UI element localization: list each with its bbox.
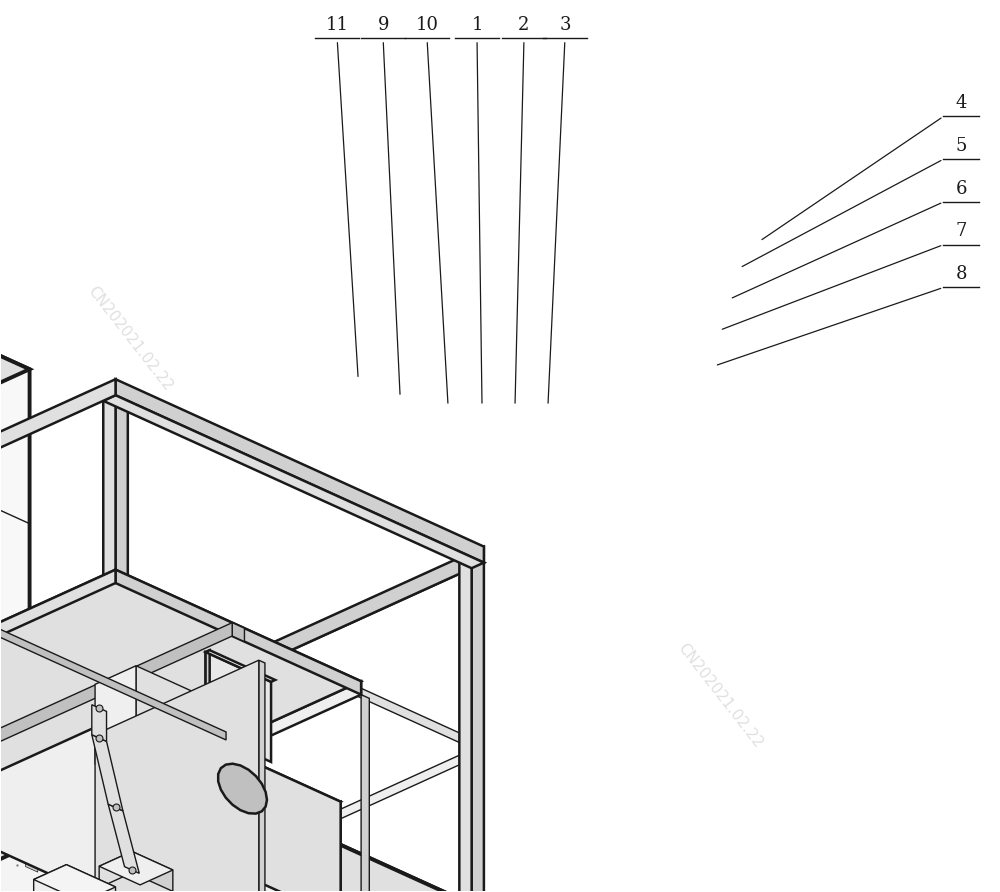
Text: 8: 8 <box>956 265 967 283</box>
Polygon shape <box>136 709 341 892</box>
Text: CN202021.02.22: CN202021.02.22 <box>674 640 765 750</box>
Polygon shape <box>136 731 230 774</box>
Polygon shape <box>230 730 247 892</box>
Polygon shape <box>156 694 197 731</box>
Text: 2: 2 <box>518 16 530 34</box>
Text: 7: 7 <box>956 222 967 240</box>
Polygon shape <box>472 557 484 892</box>
Polygon shape <box>116 742 484 892</box>
Polygon shape <box>95 660 259 892</box>
Polygon shape <box>218 764 267 814</box>
Polygon shape <box>75 825 83 892</box>
Polygon shape <box>0 328 30 416</box>
Text: 11: 11 <box>326 16 349 34</box>
Polygon shape <box>247 730 263 892</box>
Polygon shape <box>116 395 128 748</box>
Text: 9: 9 <box>377 16 389 34</box>
Polygon shape <box>0 620 226 740</box>
Polygon shape <box>116 570 361 695</box>
Polygon shape <box>0 570 361 812</box>
Polygon shape <box>206 650 210 732</box>
Polygon shape <box>189 747 195 805</box>
Polygon shape <box>116 583 124 802</box>
Polygon shape <box>0 570 116 714</box>
Polygon shape <box>116 802 341 892</box>
Text: CN202021.02.22: CN202021.02.22 <box>85 284 176 394</box>
Polygon shape <box>116 813 128 831</box>
Polygon shape <box>99 851 132 888</box>
Polygon shape <box>206 650 275 681</box>
Polygon shape <box>75 681 361 825</box>
Polygon shape <box>136 665 259 802</box>
Polygon shape <box>232 623 244 641</box>
Polygon shape <box>116 576 484 754</box>
Polygon shape <box>230 728 236 787</box>
Polygon shape <box>136 694 197 723</box>
Polygon shape <box>210 765 230 793</box>
Polygon shape <box>92 705 107 741</box>
Polygon shape <box>62 557 484 748</box>
Text: 5: 5 <box>956 136 967 155</box>
Polygon shape <box>0 575 87 748</box>
Polygon shape <box>0 709 341 892</box>
Polygon shape <box>75 547 484 748</box>
Polygon shape <box>132 851 173 891</box>
Polygon shape <box>193 739 214 767</box>
Polygon shape <box>361 695 369 892</box>
Polygon shape <box>99 851 173 885</box>
Polygon shape <box>156 731 230 784</box>
Polygon shape <box>116 694 156 769</box>
Polygon shape <box>103 395 116 748</box>
Polygon shape <box>116 806 484 892</box>
Polygon shape <box>0 559 87 743</box>
Polygon shape <box>0 700 75 825</box>
Polygon shape <box>108 805 139 873</box>
Polygon shape <box>0 623 232 766</box>
Text: 3: 3 <box>559 16 571 34</box>
Polygon shape <box>0 328 30 823</box>
Text: 10: 10 <box>416 16 439 34</box>
Polygon shape <box>0 379 116 582</box>
Polygon shape <box>136 713 214 748</box>
Polygon shape <box>116 713 122 772</box>
Polygon shape <box>62 738 75 892</box>
Text: 1: 1 <box>471 16 483 34</box>
Polygon shape <box>156 713 214 757</box>
Polygon shape <box>95 665 136 764</box>
Polygon shape <box>103 395 484 568</box>
Polygon shape <box>206 652 271 762</box>
Polygon shape <box>206 853 218 872</box>
Text: 4: 4 <box>956 94 967 112</box>
Polygon shape <box>259 660 265 892</box>
Polygon shape <box>25 853 38 872</box>
Polygon shape <box>34 864 116 892</box>
Polygon shape <box>34 864 66 892</box>
Polygon shape <box>75 744 484 892</box>
Polygon shape <box>75 738 87 892</box>
Polygon shape <box>156 694 163 753</box>
Polygon shape <box>92 735 123 811</box>
Polygon shape <box>66 864 116 892</box>
Text: 6: 6 <box>956 179 967 197</box>
Polygon shape <box>116 694 230 747</box>
Polygon shape <box>116 379 484 563</box>
Polygon shape <box>459 557 472 892</box>
Polygon shape <box>177 713 197 741</box>
Polygon shape <box>0 742 116 892</box>
Polygon shape <box>0 742 484 892</box>
Polygon shape <box>156 694 230 784</box>
